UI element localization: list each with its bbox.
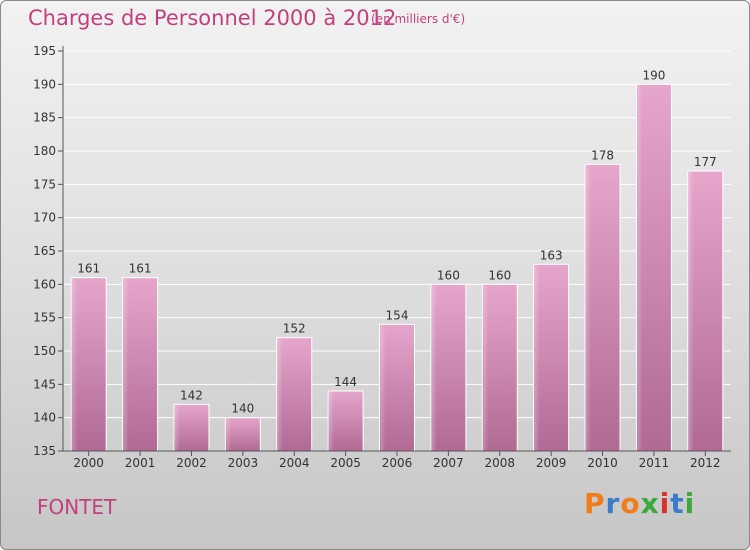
bar-highlight: [483, 285, 489, 450]
bar-highlight: [380, 325, 386, 450]
logo-letter: t: [670, 487, 685, 520]
x-tick-label: 2001: [125, 456, 156, 470]
bar-highlight: [72, 278, 78, 450]
value-label: 154: [386, 308, 409, 322]
y-tick-label: 155: [33, 311, 56, 325]
x-tick-label: 2008: [484, 456, 515, 470]
y-tick-label: 165: [33, 244, 56, 258]
bar-highlight: [123, 278, 129, 450]
value-label: 190: [642, 68, 665, 82]
value-label: 140: [231, 402, 254, 416]
bar-highlight: [277, 338, 283, 450]
chart-title: Charges de Personnel 2000 à 2012: [28, 6, 397, 30]
x-tick-label: 2002: [176, 456, 207, 470]
value-label: 163: [540, 248, 563, 262]
chart-subtitle: (en milliers d'€): [371, 12, 466, 26]
bar-highlight: [688, 172, 694, 450]
y-tick-label: 190: [33, 77, 56, 91]
value-label: 177: [694, 155, 717, 169]
x-tick-label: 2000: [73, 456, 104, 470]
bar-highlight: [226, 418, 232, 450]
logo-letter: r: [605, 487, 621, 520]
bar-highlight: [329, 392, 335, 450]
y-tick-label: 140: [33, 411, 56, 425]
value-label: 160: [488, 268, 511, 282]
logo-letter: P: [584, 487, 606, 520]
x-tick-label: 2010: [587, 456, 618, 470]
logo-letter: i: [684, 487, 696, 520]
y-tick-label: 135: [33, 444, 56, 458]
y-tick-label: 185: [33, 111, 56, 125]
x-tick-label: 2009: [536, 456, 567, 470]
x-tick-label: 2012: [690, 456, 721, 470]
value-label: 144: [334, 375, 357, 389]
value-label: 178: [591, 148, 614, 162]
bar-highlight: [431, 285, 437, 450]
x-tick-label: 2007: [433, 456, 464, 470]
x-tick-label: 2006: [382, 456, 413, 470]
y-tick-label: 175: [33, 177, 56, 191]
place-name: FONTET: [37, 495, 117, 519]
y-tick-label: 195: [33, 44, 56, 58]
bar-highlight: [534, 265, 540, 450]
logo-letter: i: [659, 487, 671, 520]
bar-highlight: [637, 85, 643, 450]
bar-highlight: [174, 405, 180, 450]
value-label: 142: [180, 388, 203, 402]
x-tick-label: 2004: [279, 456, 310, 470]
value-label: 161: [129, 262, 152, 276]
x-tick-label: 2005: [330, 456, 361, 470]
y-tick-label: 180: [33, 144, 56, 158]
logo-letter: x: [640, 487, 660, 520]
value-label: 161: [77, 262, 100, 276]
proxiti-logo: Proxiti: [584, 487, 695, 520]
y-tick-label: 160: [33, 277, 56, 291]
value-label: 160: [437, 268, 460, 282]
x-tick-label: 2011: [639, 456, 670, 470]
value-label: 152: [283, 322, 306, 336]
x-tick-label: 2003: [228, 456, 259, 470]
logo-letter: o: [620, 487, 641, 520]
y-tick-label: 150: [33, 344, 56, 358]
y-tick-label: 145: [33, 377, 56, 391]
y-tick-label: 170: [33, 211, 56, 225]
bar-highlight: [586, 165, 592, 451]
